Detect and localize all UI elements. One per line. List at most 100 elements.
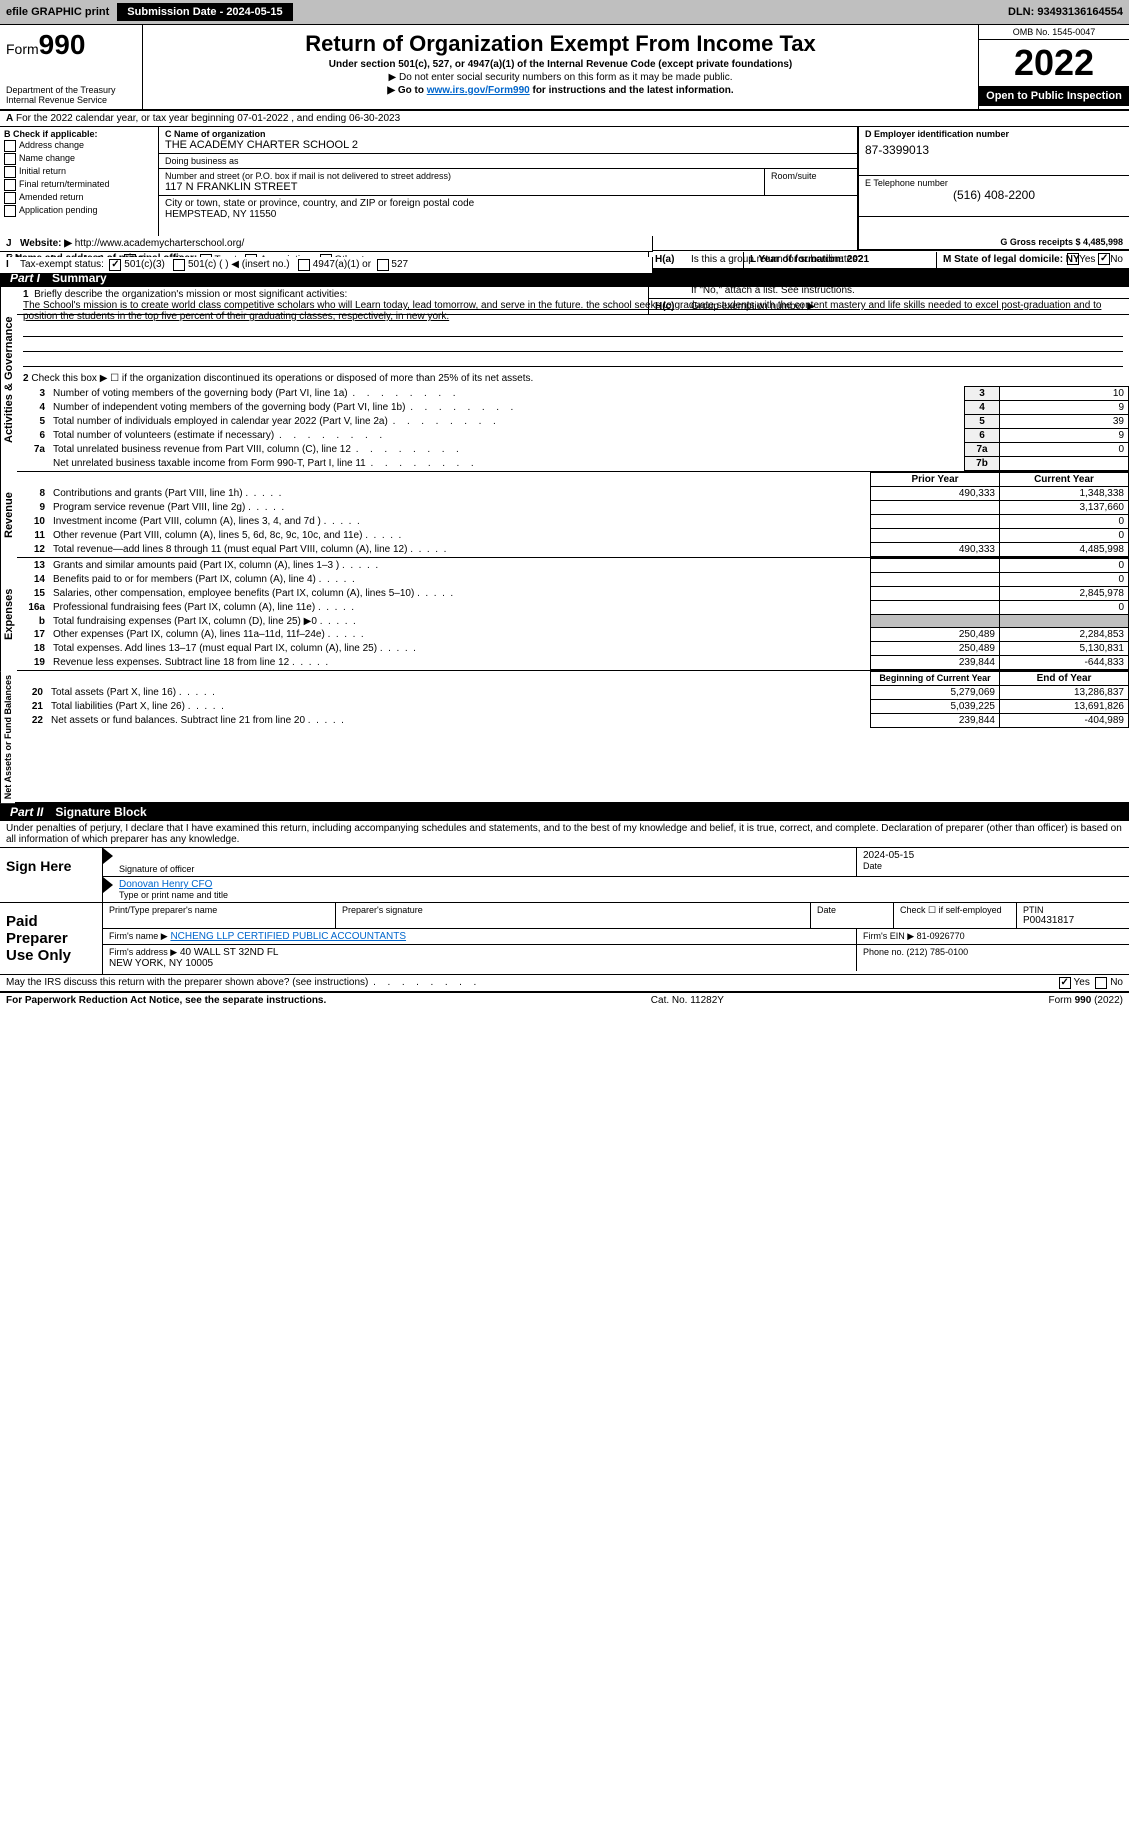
col-b-header: B Check if applicable: [4, 129, 154, 139]
part1-body: Activities & Governance 1 Briefly descri… [0, 287, 1129, 472]
sig-date-value: 2024-05-15 [863, 850, 1123, 861]
form-header: Form990 Department of the Treasury Inter… [0, 25, 1129, 111]
chk-527[interactable] [377, 259, 389, 271]
ein-label: D Employer identification number [865, 129, 1123, 139]
efile-label: efile GRAPHIC print [6, 6, 109, 18]
city-label: City or town, state or province, country… [165, 198, 851, 209]
sign-here-label: Sign Here [0, 848, 103, 902]
penalty-text: Under penalties of perjury, I declare th… [0, 821, 1129, 848]
hb-yes[interactable] [1067, 269, 1079, 281]
table-row: 12Total revenue—add lines 8 through 11 (… [17, 543, 1129, 557]
hb-no[interactable] [1098, 269, 1110, 281]
dln-label: DLN: 93493136164554 [1008, 6, 1123, 18]
table-row: 18Total expenses. Add lines 13–17 (must … [17, 642, 1129, 656]
discuss-yes[interactable] [1059, 977, 1071, 989]
dba-label: Doing business as [165, 156, 851, 166]
table-row: 19Revenue less expenses. Subtract line 1… [17, 656, 1129, 670]
firm-name-link[interactable]: NCHENG LLP CERTIFIED PUBLIC ACCOUNTANTS [170, 931, 406, 942]
expenses-table: 13Grants and similar amounts paid (Part … [17, 558, 1129, 670]
col-c: C Name of organization THE ACADEMY CHART… [159, 127, 1129, 250]
table-row: 14Benefits paid to or for members (Part … [17, 573, 1129, 587]
paid-preparer-label: Paid Preparer Use Only [0, 903, 103, 974]
table-row: Net unrelated business taxable income fr… [17, 457, 1129, 471]
footer: For Paperwork Reduction Act Notice, see … [0, 992, 1129, 1008]
sign-here-section: Sign Here Signature of officer 2024-05-1… [0, 848, 1129, 903]
table-row: 11Other revenue (Part VIII, column (A), … [17, 529, 1129, 543]
checkbox-address-change[interactable] [4, 140, 16, 152]
street-value: 117 N FRANKLIN STREET [165, 181, 758, 193]
checkbox-application-pending[interactable] [4, 205, 16, 217]
netassets-table: Beginning of Current Year End of Year 20… [15, 671, 1129, 728]
section-bcd: B Check if applicable: Address change Na… [0, 127, 1129, 251]
tab-netassets: Net Assets or Fund Balances [0, 671, 15, 803]
irs-link[interactable]: www.irs.gov/Form990 [427, 85, 530, 96]
part2-header: Part II Signature Block [0, 803, 1129, 821]
street-label: Number and street (or P.O. box if mail i… [165, 171, 758, 181]
revenue-table: Prior Year Current Year 8Contributions a… [17, 472, 1129, 557]
header-left: Form990 Department of the Treasury Inter… [0, 25, 143, 109]
gross-receipts: G Gross receipts $ 4,485,998 [1000, 237, 1123, 247]
table-row: 15Salaries, other compensation, employee… [17, 587, 1129, 601]
subtitle-2: ▶ Do not enter social security numbers o… [149, 72, 972, 83]
table-row: 7aTotal unrelated business revenue from … [17, 443, 1129, 457]
table-row: 13Grants and similar amounts paid (Part … [17, 559, 1129, 573]
tab-expenses: Expenses [0, 558, 17, 671]
tab-revenue: Revenue [0, 472, 17, 558]
header-mid: Return of Organization Exempt From Incom… [143, 25, 978, 109]
ein-value: 87-3399013 [865, 143, 1123, 157]
tab-governance: Activities & Governance [0, 287, 17, 472]
row-j: J Website: ▶ http://www.academychartersc… [0, 236, 653, 252]
phone-value: (516) 408-2200 [865, 188, 1123, 202]
expenses-section: Expenses 13Grants and similar amounts pa… [0, 558, 1129, 671]
table-row: 5Total number of individuals employed in… [17, 415, 1129, 429]
year-formation: L Year of formation: 2021 [750, 254, 869, 265]
row-i: I Tax-exempt status: 501(c)(3) 501(c) ( … [0, 257, 653, 274]
checkbox-name-change[interactable] [4, 153, 16, 165]
col-b: B Check if applicable: Address change Na… [0, 127, 159, 250]
table-row: 4Number of independent voting members of… [17, 401, 1129, 415]
paid-preparer-section: Paid Preparer Use Only Print/Type prepar… [0, 903, 1129, 975]
submission-date-button[interactable]: Submission Date - 2024-05-15 [117, 3, 292, 21]
checkbox-initial-return[interactable] [4, 166, 16, 178]
table-row: 9Program service revenue (Part VIII, lin… [17, 501, 1129, 515]
chk-4947[interactable] [298, 259, 310, 271]
omb-label: OMB No. 1545-0047 [979, 25, 1129, 40]
col-d: D Employer identification number 87-3399… [858, 127, 1129, 250]
room-label: Room/suite [771, 171, 851, 181]
city-value: HEMPSTEAD, NY 11550 [165, 209, 851, 220]
state-domicile: M State of legal domicile: NY [943, 254, 1080, 265]
table-row: 21Total liabilities (Part X, line 26)5,0… [15, 700, 1129, 714]
discuss-no[interactable] [1095, 977, 1107, 989]
form-prefix: Form [6, 41, 39, 57]
revenue-section: Revenue Prior Year Current Year 8Contrib… [0, 472, 1129, 558]
table-row: 22Net assets or fund balances. Subtract … [15, 714, 1129, 728]
topbar: efile GRAPHIC print Submission Date - 20… [0, 0, 1129, 25]
discuss-row: May the IRS discuss this return with the… [0, 975, 1129, 992]
department-label: Department of the Treasury Internal Reve… [6, 85, 136, 105]
subtitle-1: Under section 501(c), 527, or 4947(a)(1)… [149, 59, 972, 70]
officer-name-link[interactable]: Donovan Henry CFO [119, 879, 212, 890]
footer-left: For Paperwork Reduction Act Notice, see … [6, 995, 326, 1006]
table-row: 3Number of voting members of the governi… [17, 387, 1129, 401]
table-row: 16aProfessional fundraising fees (Part I… [17, 601, 1129, 615]
footer-right: Form 990 (2022) [1049, 995, 1123, 1006]
footer-mid: Cat. No. 11282Y [651, 995, 724, 1006]
checkbox-final-return[interactable] [4, 179, 16, 191]
netassets-section: Net Assets or Fund Balances Beginning of… [0, 671, 1129, 803]
tax-year: 2022 [979, 40, 1129, 86]
row-a: A For the 2022 calendar year, or tax yea… [0, 111, 1129, 127]
form-title: Return of Organization Exempt From Incom… [149, 31, 972, 57]
website-link[interactable]: http://www.academycharterschool.org/ [75, 238, 245, 249]
table-row: 8Contributions and grants (Part VIII, li… [17, 487, 1129, 501]
table-row: 6Total number of volunteers (estimate if… [17, 429, 1129, 443]
table-row: 20Total assets (Part X, line 16)5,279,06… [15, 686, 1129, 700]
header-right: OMB No. 1545-0047 2022 Open to Public In… [978, 25, 1129, 109]
chk-501c[interactable] [173, 259, 185, 271]
open-to-public: Open to Public Inspection [979, 86, 1129, 106]
table-row: 10Investment income (Part VIII, column (… [17, 515, 1129, 529]
checkbox-amended-return[interactable] [4, 192, 16, 204]
arrow-icon [103, 848, 113, 864]
table-row: 17Other expenses (Part IX, column (A), l… [17, 628, 1129, 642]
phone-label: E Telephone number [865, 178, 1123, 188]
chk-501c3[interactable] [109, 259, 121, 271]
